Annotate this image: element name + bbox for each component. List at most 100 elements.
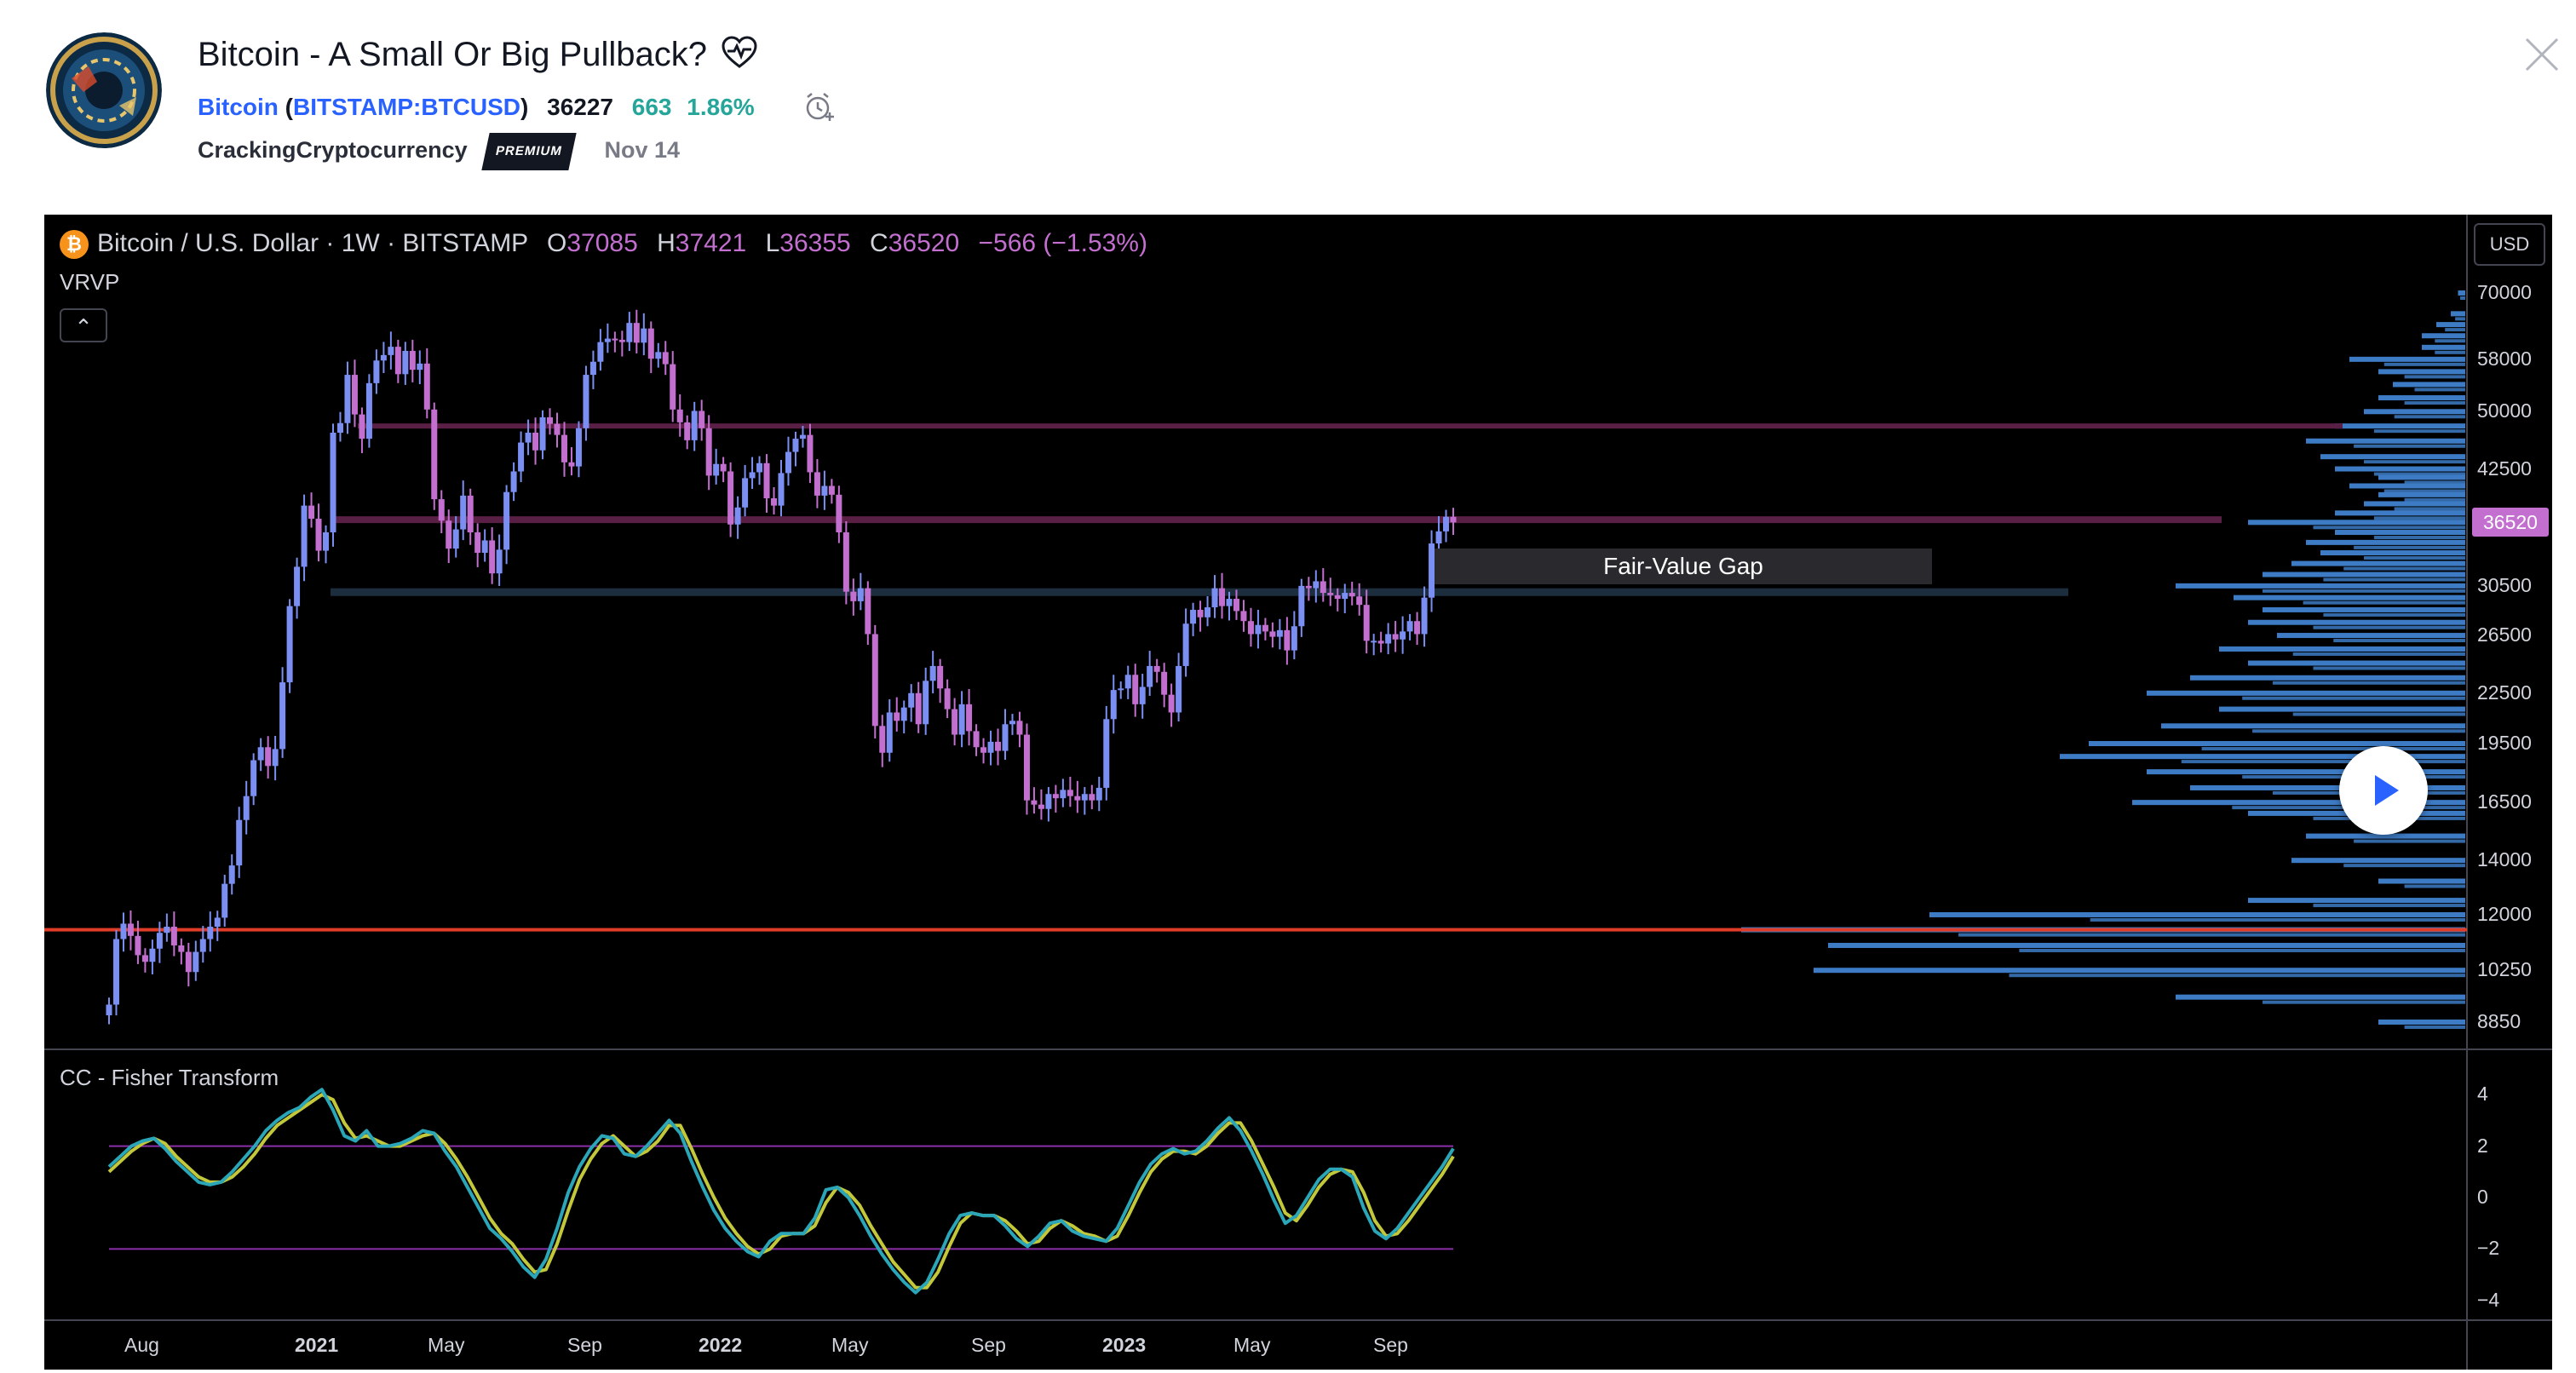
candle-body: [771, 498, 778, 506]
candle-body: [250, 760, 257, 796]
candle-body: [228, 865, 235, 884]
symbol-name-link[interactable]: Bitcoin: [198, 94, 279, 120]
candle-body: [807, 434, 814, 473]
candle-body: [641, 328, 647, 343]
price-tick-label: 12000: [2477, 902, 2532, 925]
close-icon[interactable]: [2518, 31, 2566, 78]
candle-body: [308, 505, 315, 520]
candle-body: [1031, 800, 1038, 805]
candle-body: [330, 433, 336, 533]
time-tick-label: 2023: [1102, 1334, 1147, 1356]
candle-body: [1074, 796, 1081, 801]
symbol-ticker-link[interactable]: BITSTAMP:BTCUSD: [293, 94, 521, 120]
volume-profile-bar: [2460, 296, 2465, 300]
volume-profile-bar: [2455, 317, 2465, 321]
candle-body: [1002, 724, 1009, 751]
volume-profile-bar: [1828, 942, 2465, 948]
volume-profile-bar: [2364, 460, 2465, 464]
volume-profile-bar: [2422, 344, 2465, 350]
volume-profile-bar: [2272, 681, 2465, 685]
volume-profile-bar: [2263, 589, 2465, 593]
candle-body: [655, 352, 662, 359]
volume-profile-bar: [2263, 572, 2465, 577]
candle-body: [135, 935, 141, 956]
time-tick-label: Sep: [1373, 1334, 1408, 1356]
candle-body: [937, 665, 944, 689]
currency-button[interactable]: USD: [2474, 223, 2545, 266]
volume-profile-bar: [2303, 600, 2465, 605]
candle-body: [1255, 624, 1262, 635]
author-avatar[interactable]: [46, 32, 162, 148]
symbol-paren-close: ): [520, 94, 529, 120]
support-zone-30000: [331, 588, 2068, 596]
candle-body: [1147, 665, 1153, 687]
candle-body: [1334, 595, 1341, 600]
candle-body: [799, 434, 806, 439]
candle-body: [699, 411, 705, 428]
volume-profile-bar: [2242, 696, 2465, 700]
candle-body: [958, 704, 965, 735]
volume-profile-bar: [2335, 466, 2465, 472]
fisher-tick-label: −2: [2477, 1237, 2500, 1260]
volume-profile-bar: [2019, 948, 2465, 952]
candle-body: [1168, 694, 1175, 713]
candle-body: [496, 549, 503, 574]
candle-body: [460, 495, 467, 530]
collapse-indicators-button[interactable]: ⌃: [60, 308, 107, 342]
price-tick-label: 50000: [2477, 399, 2532, 422]
volume-profile-bar: [2009, 974, 2465, 978]
vrvp-label[interactable]: VRVP: [60, 269, 120, 295]
candle-body: [156, 933, 163, 949]
volume-profile-bar: [2354, 839, 2465, 843]
volume-profile-bar: [2394, 415, 2465, 419]
candle-body: [1429, 543, 1435, 598]
symbol-price: 36227: [547, 94, 613, 120]
candle-body: [1298, 585, 1305, 627]
candle-body: [547, 416, 554, 424]
candle-body: [756, 462, 763, 473]
candle-body: [279, 682, 286, 750]
volume-profile-bar: [2090, 917, 2465, 922]
candle-body: [525, 433, 532, 443]
candle-body: [1320, 581, 1326, 594]
candle-body: [1421, 597, 1428, 635]
heart-pulse-icon[interactable]: [721, 36, 758, 70]
candle-body: [850, 591, 857, 601]
volume-profile-bar: [2335, 530, 2465, 536]
candle-body: [423, 363, 430, 410]
fisher-transform-label[interactable]: CC - Fisher Transform: [60, 1065, 279, 1090]
candle-body: [865, 588, 871, 635]
candle-body: [323, 532, 330, 551]
candle-body: [879, 726, 886, 753]
time-tick-label: 2021: [295, 1334, 339, 1356]
alarm-add-icon[interactable]: [802, 90, 837, 124]
price-tick-label: 16500: [2477, 790, 2532, 813]
candle-body: [489, 540, 496, 574]
candle-body: [1132, 675, 1139, 704]
price-tick-label: 26500: [2477, 623, 2532, 646]
resistance-zone-48000: [358, 423, 2343, 429]
volume-profile-bar: [2291, 858, 2465, 864]
volume-profile-bar: [2364, 556, 2465, 560]
volume-profile-bar: [2306, 438, 2465, 444]
fair-value-gap-label[interactable]: Fair-Value Gap: [1435, 549, 1932, 584]
candle-body: [1016, 721, 1023, 735]
author-name-link[interactable]: CrackingCryptocurrency: [198, 137, 468, 164]
fisher-tick-label: 0: [2477, 1186, 2488, 1208]
candle-body: [871, 634, 878, 727]
candle-body: [995, 741, 1002, 751]
candle-body: [532, 433, 539, 451]
candle-body: [431, 409, 438, 500]
candle-body: [778, 473, 785, 506]
candle-body: [554, 423, 561, 435]
candle-body: [670, 364, 676, 410]
candle-body: [1118, 688, 1124, 691]
candle-body: [720, 463, 727, 472]
price-tick-label: 10250: [2477, 958, 2532, 981]
candle-body: [446, 520, 452, 549]
play-button[interactable]: [2339, 746, 2428, 835]
volume-profile-bar: [2306, 539, 2465, 545]
candle-body: [1233, 599, 1239, 612]
volume-profile-bar: [2219, 646, 2465, 652]
